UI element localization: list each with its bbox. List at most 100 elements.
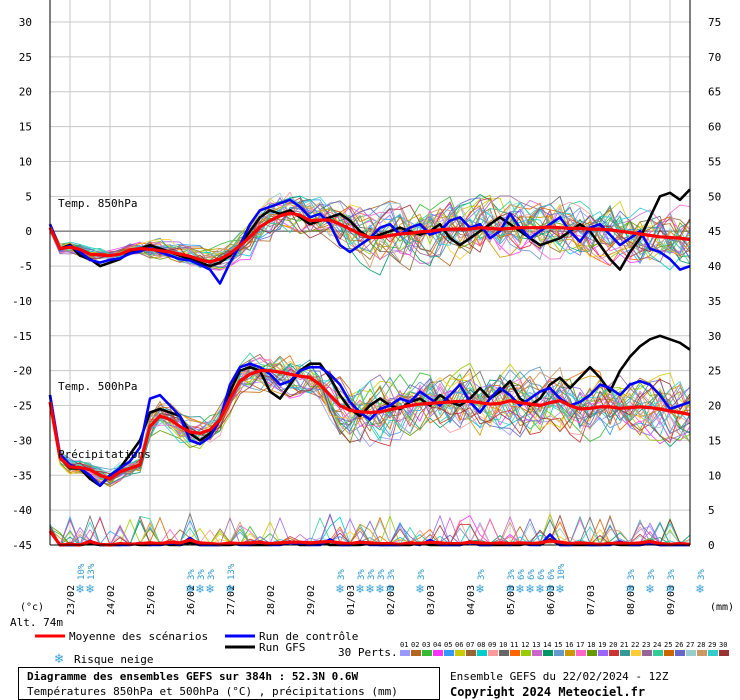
snow-risk-value: 10% — [557, 563, 567, 580]
pert-number: 09 — [488, 641, 496, 649]
y-right-tick-label: 75 — [708, 16, 721, 29]
footer-subtitle: Températures 850hPa et 500hPa (°C) , pré… — [27, 685, 398, 698]
x-tick-label: 25/02 — [146, 585, 157, 615]
legend-control-label: Run de contrôle — [259, 630, 358, 643]
pert-number: 12 — [521, 641, 529, 649]
pert-number: 25 — [664, 641, 672, 649]
pert-number: 13 — [532, 641, 540, 649]
x-tick-label: 03/03 — [426, 585, 437, 615]
snow-risk-value: 6% — [537, 569, 547, 580]
snow-risk-value: 3% — [207, 569, 217, 580]
x-tick-label: 05/03 — [506, 585, 517, 615]
snow-risk-value: 6% — [517, 569, 527, 580]
pert-number: 29 — [708, 641, 716, 649]
snowflake-icon: ❄ — [205, 582, 214, 597]
snow-risk-value: 3% — [367, 569, 377, 580]
pert-number: 18 — [587, 641, 595, 649]
ensemble-run: Ensemble GEFS du 22/02/2024 - 12Z — [450, 670, 669, 683]
snow-risk-value: 3% — [647, 569, 657, 580]
pert-number: 24 — [653, 641, 661, 649]
copyright: Copyright 2024 Meteociel.fr — [450, 685, 646, 699]
pert-line-t500 — [49, 368, 691, 480]
snowflake-icon: ❄ — [225, 582, 234, 597]
pert-number: 02 — [411, 641, 419, 649]
y-left-tick-label: -20 — [12, 365, 32, 378]
label-temp850: Temp. 850hPa — [58, 197, 137, 210]
pert-swatch — [642, 650, 652, 656]
pert-swatch — [444, 650, 454, 656]
legend-mean-label: Moyenne des scénarios — [69, 630, 208, 643]
snow-risk-value: 3% — [377, 569, 387, 580]
pert-number: 05 — [444, 641, 452, 649]
altitude: Alt. 74m — [10, 616, 63, 629]
pert-number: 11 — [510, 641, 518, 649]
snowflake-icon: ❄ — [545, 582, 554, 597]
y-right-tick-label: 65 — [708, 86, 721, 99]
mean-line-t500 — [48, 369, 691, 481]
y-left-tick-label: 10 — [19, 155, 32, 168]
pert-swatch — [609, 650, 619, 656]
snowflake-icon: ❄ — [355, 582, 364, 597]
snowflake-icon: ❄ — [335, 582, 344, 597]
pert-swatch — [675, 650, 685, 656]
y-right-tick-label: 25 — [708, 365, 721, 378]
snow-risk-value: 3% — [667, 569, 677, 580]
x-tick-label: 02/03 — [386, 585, 397, 615]
pert-swatch — [455, 650, 465, 656]
pert-number: 04 — [433, 641, 441, 649]
snow-risk-markers: 10%❄13%❄3%❄3%❄3%❄13%❄3%❄3%❄3%❄3%❄3%❄3%❄3… — [75, 563, 707, 597]
legend-perts-label: 30 Perts. — [338, 646, 398, 659]
pert-swatch — [697, 650, 707, 656]
pert-swatch — [543, 650, 553, 656]
y-left-tick-label: 5 — [25, 190, 32, 203]
y-left-tick-label: -5 — [19, 260, 32, 273]
snow-risk-value: 3% — [387, 569, 397, 580]
pert-number: 06 — [455, 641, 463, 649]
pert-number: 14 — [543, 641, 551, 649]
label-temp500: Temp. 500hPa — [58, 380, 137, 393]
pert-line-t500 — [49, 374, 691, 488]
pert-number: 26 — [675, 641, 683, 649]
x-tick-label: 08/03 — [626, 585, 637, 615]
unit-right: (mm) — [710, 602, 734, 613]
pert-swatch — [598, 650, 608, 656]
snow-risk-value: 10% — [77, 563, 87, 580]
control-line-t500 — [48, 362, 691, 488]
snowflake-icon: ❄ — [365, 582, 374, 597]
pert-swatch — [532, 650, 542, 656]
pert-number: 20 — [609, 641, 617, 649]
pert-swatch — [400, 650, 410, 656]
pert-swatch — [587, 650, 597, 656]
y-right-tick-label: 15 — [708, 434, 721, 447]
pert-swatch — [499, 650, 509, 656]
x-tick-label: 28/02 — [266, 585, 277, 615]
pert-swatch — [521, 650, 531, 656]
snow-risk-value: 3% — [477, 569, 487, 580]
snowflake-icon: ❄ — [525, 582, 534, 597]
snowflake-icon: ❄ — [85, 582, 94, 597]
x-tick-label: 01/03 — [346, 585, 357, 615]
mean-line-precip_mm — [48, 530, 691, 547]
legend-snow-label: Risque neige — [74, 653, 153, 666]
y-right-tick-label: 45 — [708, 225, 721, 238]
pert-swatch — [719, 650, 729, 656]
snowflake-icon: ❄ — [475, 582, 484, 597]
pert-swatch — [477, 650, 487, 656]
snow-risk-value: 6% — [527, 569, 537, 580]
x-tick-label: 27/02 — [226, 585, 237, 615]
y-left-tick-label: 25 — [19, 51, 32, 64]
pert-swatch — [466, 650, 476, 656]
pert-swatch — [708, 650, 718, 656]
y-left-tick-label: -40 — [12, 504, 32, 517]
snowflake-icon: ❄ — [75, 582, 84, 597]
pert-number: 08 — [477, 641, 485, 649]
snow-risk-value: 3% — [627, 569, 637, 580]
y-left-tick-label: -45 — [12, 539, 32, 552]
y-right-tick-label: 5 — [708, 504, 715, 517]
pert-line-t850 — [49, 199, 691, 269]
pert-swatch — [488, 650, 498, 656]
pert-number: 28 — [697, 641, 705, 649]
pert-swatch — [620, 650, 630, 656]
y-left-tick-label: -30 — [12, 434, 32, 447]
